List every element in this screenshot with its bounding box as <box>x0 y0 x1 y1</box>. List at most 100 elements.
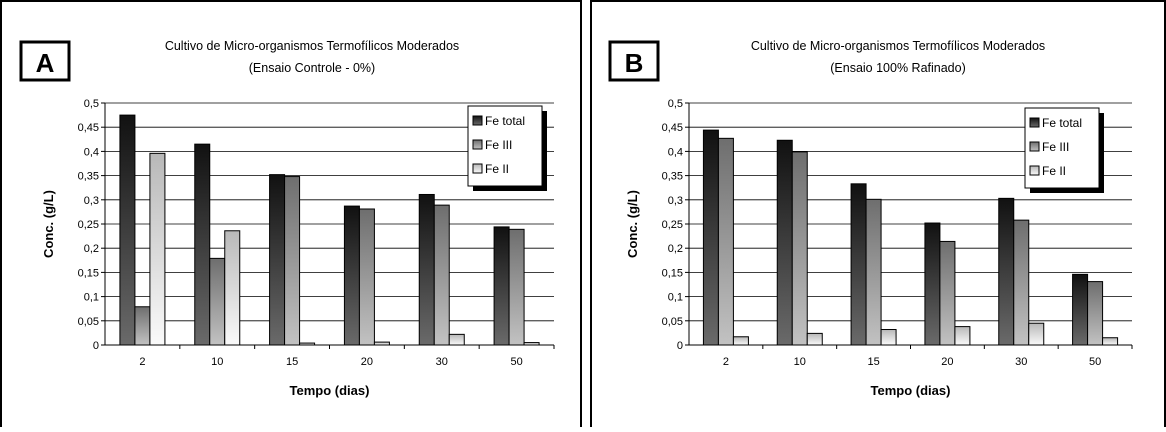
bar-fe-ii <box>448 333 465 346</box>
panel-label: A <box>36 48 55 78</box>
y-tick-label: 0,15 <box>78 267 99 279</box>
bar-fe-ii <box>299 342 316 346</box>
legend-swatch <box>472 139 483 150</box>
bar-fe-iii <box>284 176 301 346</box>
bar-fe-iii <box>433 204 450 346</box>
y-tick-label: 0,15 <box>662 267 683 279</box>
x-tick-label: 50 <box>1089 356 1101 368</box>
bar-fe-total <box>1072 273 1089 346</box>
bar-fe-ii <box>224 230 241 346</box>
chart-a: A Cultivo de Micro-organismos Termofílico… <box>19 39 555 398</box>
bar-fe-ii <box>732 336 749 346</box>
y-tick-label: 0,4 <box>668 146 683 158</box>
bar-fe-iii <box>508 228 525 346</box>
bar-fe-total <box>343 205 360 346</box>
legend: Fe total Fe III Fe II <box>467 105 547 191</box>
x-tick-label: 20 <box>941 356 953 368</box>
x-tick-label: 2 <box>723 356 729 368</box>
chart-subtitle: (Ensaio 100% Rafinado) <box>830 61 966 75</box>
bar-fe-ii <box>880 329 897 346</box>
y-tick-label: 0,45 <box>662 122 683 134</box>
x-tick-label: 10 <box>794 356 806 368</box>
y-tick-label: 0,4 <box>84 146 99 158</box>
legend-entry: Fe total <box>485 114 525 128</box>
panel-label-box <box>608 40 660 82</box>
y-tick-label: 0,1 <box>84 292 99 304</box>
legend-swatch <box>1029 141 1040 152</box>
y-tick-label: 0,45 <box>78 122 99 134</box>
bar-fe-ii <box>1028 322 1045 346</box>
x-axis-label: Tempo (dias) <box>871 383 951 398</box>
bar-fe-total <box>418 193 435 346</box>
bar-fe-total <box>493 226 510 346</box>
x-axis-label: Tempo (dias) <box>290 383 370 398</box>
y-tick-label: 0,1 <box>668 292 683 304</box>
x-tick-label: 2 <box>139 356 145 368</box>
bar-fe-iii <box>1013 219 1030 346</box>
y-tick-label: 0,2 <box>84 243 99 255</box>
x-tick-label: 20 <box>361 356 373 368</box>
x-tick-label: 30 <box>436 356 448 368</box>
legend-entry: Fe III <box>1042 140 1069 154</box>
bar-fe-total <box>850 183 867 346</box>
y-tick-label: 0,25 <box>78 219 99 231</box>
chart-panel-b: B Cultivo de Micro-organismos Termofílico… <box>590 0 1166 427</box>
y-axis-label: Conc. (g/L) <box>625 190 640 258</box>
y-tick-label: 0,2 <box>668 243 683 255</box>
chart-subtitle: (Ensaio Controle - 0%) <box>249 61 375 75</box>
legend-swatch <box>1029 165 1040 176</box>
y-tick-label: 0,3 <box>84 195 99 207</box>
x-tick-label: 15 <box>867 356 879 368</box>
legend-swatch <box>472 163 483 174</box>
legend-swatch <box>472 115 483 126</box>
x-tick-label: 10 <box>211 356 223 368</box>
y-tick-label: 0,35 <box>78 171 99 183</box>
bar-fe-total <box>119 114 136 346</box>
bar-fe-total <box>776 139 793 346</box>
bar-fe-iii <box>134 306 151 346</box>
bar-fe-ii <box>954 326 971 346</box>
bar-fe-iii <box>717 137 734 346</box>
bar-fe-iii <box>939 240 956 346</box>
bar-fe-iii <box>358 208 375 346</box>
bar-fe-total <box>194 143 211 346</box>
bar-fe-ii <box>373 341 390 346</box>
chart-title: Cultivo de Micro-organismos Termofílicos… <box>165 39 459 53</box>
x-tick-label: 30 <box>1015 356 1027 368</box>
panel-label-box <box>19 40 71 82</box>
y-tick-label: 0,25 <box>662 219 683 231</box>
legend-entry: Fe III <box>485 138 512 152</box>
legend: Fe total Fe III Fe II <box>1024 107 1104 193</box>
bar-fe-ii <box>523 342 540 346</box>
y-tick-label: 0,5 <box>668 98 683 110</box>
bar-fe-total <box>998 197 1015 346</box>
y-tick-label: 0 <box>93 340 99 352</box>
panel-label: B <box>625 48 644 78</box>
bar-fe-total <box>702 129 719 346</box>
legend-entry: Fe total <box>1042 116 1082 130</box>
y-tick-label: 0 <box>677 340 683 352</box>
bar-fe-total <box>924 222 941 346</box>
chart-title: Cultivo de Micro-organismos Termofílicos… <box>751 39 1045 53</box>
bar-fe-total <box>269 174 286 346</box>
bar-fe-iii <box>209 257 226 346</box>
bar-fe-ii <box>806 332 823 346</box>
y-axis-label: Conc. (g/L) <box>41 190 56 258</box>
bar-fe-ii <box>149 152 166 346</box>
bar-fe-iii <box>865 198 882 346</box>
bar-fe-ii <box>1102 337 1119 346</box>
legend-swatch <box>1029 117 1040 128</box>
legend-entry: Fe II <box>1042 164 1066 178</box>
bar-fe-iii <box>1087 281 1104 346</box>
y-tick-label: 0,35 <box>662 171 683 183</box>
x-tick-label: 15 <box>286 356 298 368</box>
x-tick-label: 50 <box>510 356 522 368</box>
y-tick-label: 0,5 <box>84 98 99 110</box>
chart-b: B Cultivo de Micro-organismos Termofílico… <box>608 39 1133 398</box>
bar-fe-iii <box>791 151 808 346</box>
y-tick-label: 0,3 <box>668 195 683 207</box>
chart-panel-a: A Cultivo de Micro-organismos Termofílico… <box>0 0 582 427</box>
legend-entry: Fe II <box>485 162 509 176</box>
y-tick-label: 0,05 <box>662 316 683 328</box>
